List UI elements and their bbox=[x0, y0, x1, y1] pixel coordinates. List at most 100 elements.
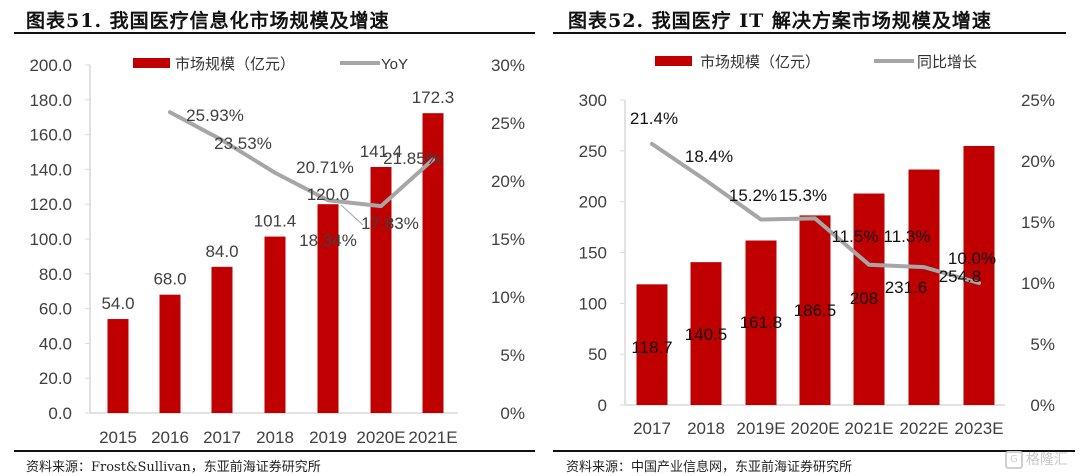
chart1-right-tick-label: 20% bbox=[491, 172, 525, 191]
chart2-left-tick-label: 50 bbox=[588, 345, 607, 364]
chart1-bar bbox=[317, 204, 339, 413]
chart2-bar bbox=[745, 240, 777, 405]
chart1-x-tick-label: 2015 bbox=[99, 428, 137, 447]
watermark-text: 格隆汇 bbox=[1026, 452, 1068, 468]
chart2-left-tick-label: 150 bbox=[579, 244, 607, 263]
chart1-bar-value-label: 68.0 bbox=[153, 270, 186, 289]
chart2-x-tick-label: 2020E bbox=[790, 419, 839, 438]
chart2-bar bbox=[799, 215, 831, 405]
watermark: G 格隆汇 bbox=[1005, 449, 1068, 469]
chart1-x-tick-label: 2018 bbox=[256, 428, 294, 447]
chart1-bar-value-label: 172.3 bbox=[412, 88, 455, 107]
chart2-x-tick-label: 2019E bbox=[736, 419, 785, 438]
logo-g-icon: G bbox=[1005, 451, 1023, 469]
chart2-left-tick-label: 0 bbox=[598, 396, 607, 415]
chart1-x-tick-label: 2016 bbox=[151, 428, 189, 447]
chart2-bar-value-label: 231.6 bbox=[885, 278, 928, 297]
chart1-bar-value-label: 120.0 bbox=[307, 185, 350, 204]
chart2-right-tick-label: 10% bbox=[1021, 274, 1055, 293]
chart1-left-tick-label: 140.0 bbox=[29, 160, 72, 179]
chart1-bar-value-label: 101.4 bbox=[254, 212, 297, 231]
chart2-growth-line bbox=[650, 141, 981, 285]
chart2-bar-value-label: 161.8 bbox=[740, 313, 783, 332]
chart1-x-tick-label: 2021E bbox=[408, 428, 457, 447]
chart2-bar bbox=[690, 262, 722, 405]
chart2-right-tick-label: 20% bbox=[1021, 152, 1055, 171]
chart1-bar-value-label: 141.4 bbox=[360, 142, 403, 161]
chart2-line-value-label: 15.2% bbox=[729, 186, 777, 205]
chart1-line-value-label: 18.34% bbox=[299, 231, 357, 250]
chart2-bar-value-label: 118.7 bbox=[631, 338, 672, 357]
chart2-source: 资料来源：中国产业信息网，东亚前海证券研究所 bbox=[566, 460, 853, 475]
chart2-right-tick-label: 0% bbox=[1030, 396, 1055, 415]
chart1-line-value-label: 23.53% bbox=[214, 134, 272, 153]
chart2-x-tick-label: 2023E bbox=[954, 419, 1003, 438]
chart1-right-tick-label: 10% bbox=[491, 288, 525, 307]
chart2-bar-value-label: 254.8 bbox=[939, 267, 982, 286]
chart2-x-tick-label: 2017 bbox=[633, 419, 671, 438]
chart1-left-tick-label: 100.0 bbox=[29, 230, 72, 249]
chart2-line-value-label: 18.4% bbox=[685, 147, 733, 166]
chart2-title-rule bbox=[553, 32, 1066, 34]
chart2-legend-bar-label: 市场规模（亿元） bbox=[700, 54, 820, 71]
chart1-right-tick-label: 5% bbox=[500, 346, 525, 365]
chart1-left-tick-label: 20.0 bbox=[39, 369, 72, 388]
chart2-line-value-label: 21.4% bbox=[630, 109, 678, 128]
chart2-line-value-label: 11.3% bbox=[884, 227, 931, 246]
chart1-legend-bar-label: 市场规模（亿元） bbox=[175, 56, 295, 73]
chart1-left-tick-label: 80.0 bbox=[39, 265, 72, 284]
chart1-x-tick-label: 2019 bbox=[309, 428, 347, 447]
chart2-bar bbox=[636, 284, 668, 405]
chart2-left-tick-label: 300 bbox=[579, 91, 607, 110]
chart1-bar-value-label: 54.0 bbox=[101, 294, 134, 313]
chart2-bar bbox=[908, 169, 940, 405]
chart1-bar bbox=[370, 166, 392, 413]
chart1-x-tick-label: 2020E bbox=[356, 428, 405, 447]
chart2-right-tick-label: 15% bbox=[1021, 213, 1055, 232]
chart2-left-tick-label: 250 bbox=[579, 142, 607, 161]
chart2-right-tick-label: 25% bbox=[1021, 91, 1055, 110]
chart1-bar bbox=[211, 266, 233, 413]
chart2-left-tick-label: 200 bbox=[579, 193, 607, 212]
chart1-left-tick-label: 160.0 bbox=[29, 126, 72, 145]
chart1-left-tick-label: 120.0 bbox=[29, 195, 72, 214]
chart2-line-value-label: 10.0% bbox=[948, 249, 996, 268]
chart1-right-tick-label: 25% bbox=[491, 114, 525, 133]
chart1-right-tick-label: 0% bbox=[500, 404, 525, 423]
chart1-line-value-label: 21.85% bbox=[383, 149, 441, 168]
chart1-left-tick-label: 40.0 bbox=[39, 334, 72, 353]
chart2-bar-value-label: 186.5 bbox=[794, 301, 837, 320]
chart1-bar-value-label: 84.0 bbox=[205, 242, 238, 261]
chart2-x-tick-label: 2022E bbox=[899, 419, 948, 438]
chart2-bar bbox=[963, 145, 995, 405]
chart1-source-rule bbox=[14, 450, 535, 452]
chart1-label-leader-line bbox=[340, 204, 364, 226]
chart1-bar bbox=[107, 319, 129, 413]
chart1-bar bbox=[422, 113, 444, 413]
chart2-x-tick-label: 2018 bbox=[687, 419, 725, 438]
chart1-bar bbox=[264, 236, 286, 413]
chart1-right-tick-label: 30% bbox=[491, 56, 525, 75]
chart2-right-tick-label: 5% bbox=[1030, 335, 1055, 354]
chart1-source: 资料来源：Frost&Sullivan，东亚前海证券研究所 bbox=[26, 460, 321, 475]
chart1-growth-line bbox=[168, 110, 435, 209]
chart1-line-value-label: 17.83% bbox=[361, 214, 419, 233]
chart1-left-tick-label: 60.0 bbox=[39, 300, 72, 319]
chart1-legend-bar-swatch bbox=[133, 58, 170, 68]
chart2-bar-value-label: 208 bbox=[850, 289, 878, 308]
chart2-legend-bar-swatch bbox=[655, 56, 692, 66]
chart2-line-value-label: 11.5% bbox=[832, 227, 879, 246]
chart2-legend-line-label: 同比增长 bbox=[917, 54, 977, 71]
chart1-left-tick-label: 0.0 bbox=[48, 404, 72, 423]
chart1-title: 图表51. 我国医疗信息化市场规模及增速 bbox=[26, 10, 390, 32]
chart1-bar bbox=[159, 294, 181, 413]
chart1-left-tick-label: 180.0 bbox=[29, 91, 72, 110]
chart2-x-tick-label: 2021E bbox=[844, 419, 893, 438]
chart2-left-tick-label: 100 bbox=[579, 294, 607, 313]
chart1-line-value-label: 20.71% bbox=[296, 158, 354, 177]
chart1-x-tick-label: 2017 bbox=[203, 428, 241, 447]
chart2-source-rule bbox=[553, 450, 1075, 452]
chart1-legend-line-label: YoY bbox=[381, 56, 408, 73]
chart1-left-tick-label: 200.0 bbox=[29, 56, 72, 75]
